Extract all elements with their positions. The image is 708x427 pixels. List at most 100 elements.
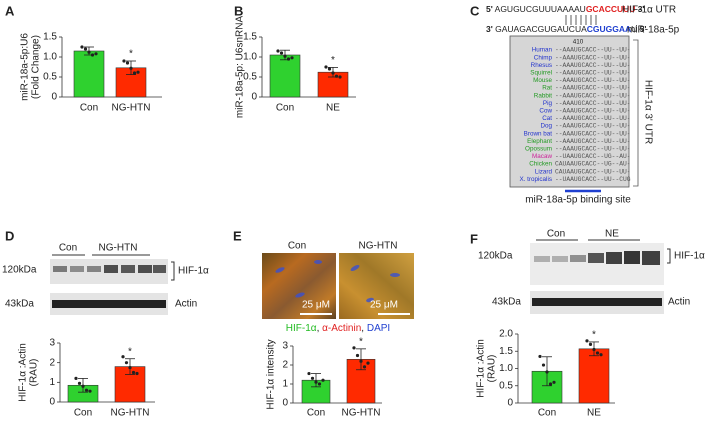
species-sequence: --AAAUGCACC--UU--UU-: [555, 130, 631, 137]
data-point: [87, 50, 91, 54]
panel-letter: C: [470, 3, 480, 18]
data-point: [94, 52, 98, 56]
species-name: Rat: [542, 85, 552, 92]
y-tick-label: 0.5: [499, 380, 513, 391]
site-label: miR-18a-5p binding site: [525, 195, 631, 206]
y-tick-label: 3: [49, 338, 55, 349]
data-point: [595, 351, 600, 355]
species-sequence: --AAAUGCACC--UU--UU-: [555, 77, 631, 84]
data-point: [545, 370, 549, 374]
species-name: Opossum: [525, 145, 552, 152]
sequence-name: miR-18a-5p: [627, 25, 680, 36]
species-name: Pig: [543, 100, 553, 107]
species-name: Squirrel: [530, 69, 552, 76]
y-axis-label: (Fold Change): [31, 35, 42, 99]
blot: [530, 243, 664, 285]
bar: [578, 348, 610, 404]
data-point: [552, 380, 556, 384]
species-sequence: --AAAUGCACC--UU--UU-: [555, 85, 631, 92]
species-sequence: --AAAUGCACC--UU--UU-: [555, 62, 631, 69]
data-point: [90, 53, 95, 57]
image-label: NG-HTN: [359, 241, 398, 252]
image-label: Con: [288, 241, 306, 252]
species-sequence: --AAAUGCACC--UU--UU-: [555, 123, 631, 130]
data-point: [131, 370, 136, 375]
x-tick-label: Con: [74, 408, 92, 419]
species-sequence: --AAAUGCACC--UU--UU-: [555, 107, 631, 114]
blot-band: [52, 300, 166, 308]
band-label: HIF-1α: [674, 251, 705, 262]
data-point: [132, 71, 137, 75]
group-label: NG-HTN: [99, 243, 138, 254]
data-point: [310, 376, 315, 380]
significance-mark: *: [129, 49, 133, 60]
y-tick-label: 1.5: [243, 32, 257, 43]
species-name: Elephant: [527, 138, 552, 145]
alignment-box: [509, 35, 630, 188]
data-point: [355, 353, 360, 358]
band-label: Actin: [175, 299, 197, 310]
size-label: 43kDa: [5, 299, 34, 310]
data-point: [88, 389, 92, 393]
data-point: [541, 363, 546, 367]
x-tick-label: Con: [276, 103, 294, 114]
panel-letter: F: [470, 231, 478, 246]
x-tick-label: Con: [538, 408, 556, 419]
micrograph: [339, 253, 414, 319]
species-name: Chicken: [529, 161, 552, 168]
y-tick-label: 0: [51, 92, 57, 103]
y-tick-label: 1.0: [243, 52, 257, 63]
bar: [73, 50, 105, 98]
y-axis-label: HIF-1α :Actin: [476, 339, 487, 398]
significance-mark: *: [331, 55, 335, 66]
scale-label: 25 μM: [370, 300, 398, 311]
bracket: [667, 248, 671, 264]
y-tick-label: 0: [251, 92, 257, 103]
y-tick-label: 1: [49, 377, 55, 388]
data-point: [279, 51, 284, 55]
size-label: 43kDa: [492, 297, 521, 308]
data-point: [334, 74, 339, 78]
bracket: [633, 39, 639, 187]
y-axis-label: HIF-1α :Actin: [18, 343, 29, 402]
y-tick-label: 1.0: [43, 52, 57, 63]
data-point: [283, 54, 287, 58]
micrograph: [262, 253, 336, 319]
error-bar: [311, 373, 321, 388]
size-label: 120kDa: [478, 251, 513, 262]
species-name: X. tropicalis: [519, 176, 552, 183]
species-list: Human --AAAUGCACC--UU--UU-Chimp --AAAUGCAC…: [519, 47, 630, 183]
data-point: [548, 382, 553, 386]
species-name: Brown bat: [524, 130, 553, 137]
data-point: [321, 378, 325, 382]
band-label: Actin: [668, 297, 690, 308]
species-name: Mouse: [533, 77, 552, 84]
pairing-lines: [565, 15, 597, 25]
data-point: [599, 353, 603, 357]
species-sequence: --UAAUGCACC--UG--AU-: [555, 153, 631, 160]
species-name: Lizard: [535, 168, 553, 175]
x-tick-label: NE: [587, 408, 601, 419]
y-tick-label: 0.5: [43, 72, 57, 83]
group-label: NE: [605, 229, 619, 240]
sequence-line: 5' AGUGUCGUUUAAAAUGCACCUUU 3': [486, 4, 645, 14]
y-tick-label: 2: [282, 360, 288, 371]
species-sequence: --AAAUGCACC--UU--UU-: [555, 92, 631, 99]
sequence-line: 3' GAUAGACGUGAUCUACGUGGAAU 5': [486, 24, 646, 34]
y-axis-label: miR-18a-5p: U6snRNA: [235, 16, 246, 119]
data-point: [338, 75, 342, 79]
species-sequence: --AAAUGCACC--UU--UU-: [555, 138, 631, 145]
nuclei: [275, 260, 400, 303]
scale-label: 25 μM: [302, 300, 330, 311]
data-point: [77, 381, 82, 385]
y-tick-label: 2: [49, 357, 55, 368]
sequence-name: HIF-1α UTR: [622, 5, 676, 16]
data-point: [81, 384, 85, 388]
bracket: [171, 261, 175, 281]
x-tick-label: Con: [80, 103, 98, 114]
y-axis-label: HIF-1α intensity: [266, 339, 277, 409]
alignment-position: 410: [573, 39, 584, 46]
data-point: [324, 65, 328, 69]
species-sequence: --AAAUGCACC--UU--UU-: [555, 69, 631, 76]
